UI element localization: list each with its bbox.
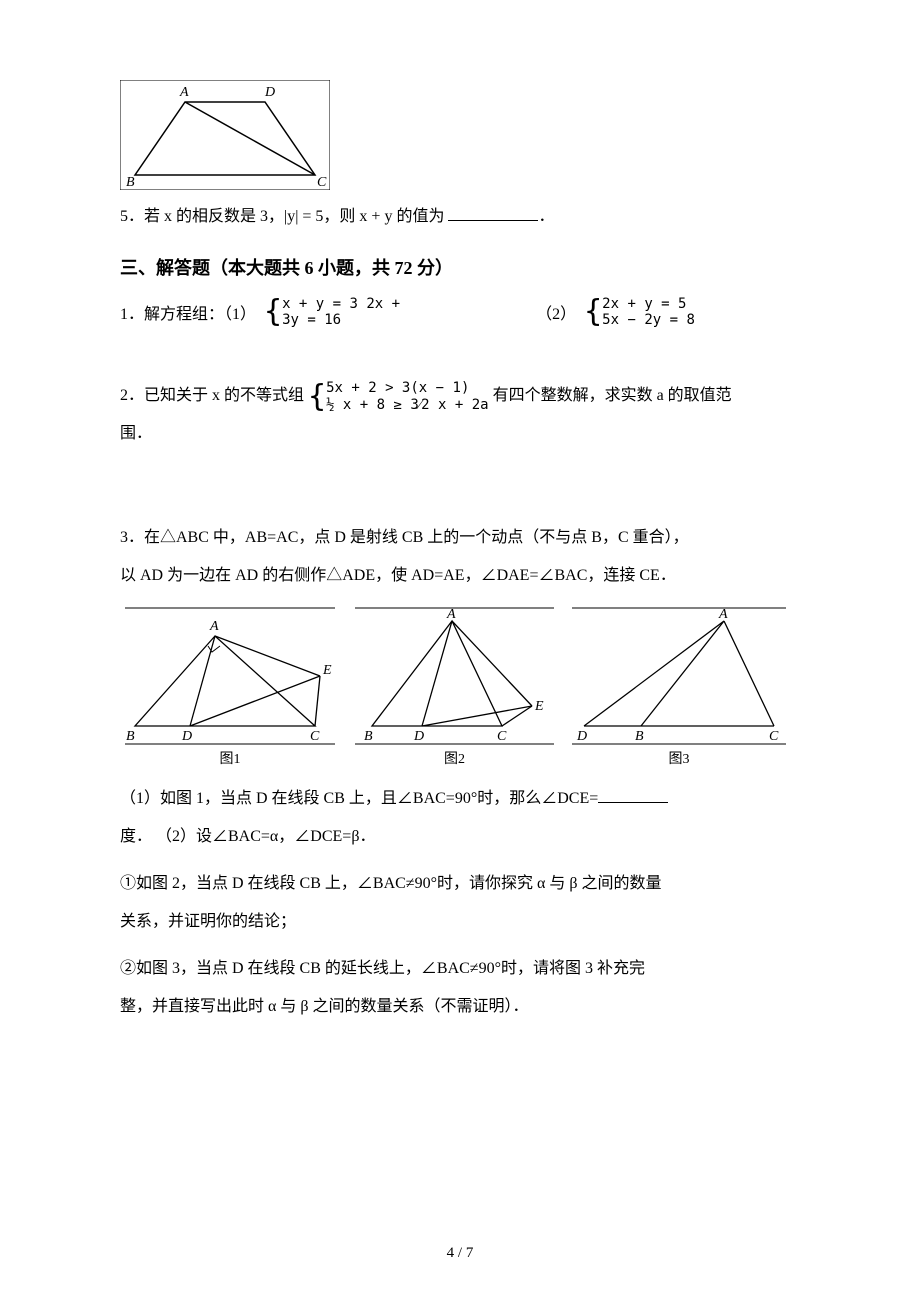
label-C: C	[317, 175, 327, 190]
q3-sub1b: 度． （2）设∠BAC=α，∠DCE=β．	[120, 820, 800, 854]
ineq-l2b: 3⁄2 x + 2a	[410, 397, 488, 413]
q3-sub2b: 关系，并证明你的结论；	[120, 905, 800, 939]
q3-line1: 3．在△ABC 中，AB=AC，点 D 是射线 CB 上的一个动点（不与点 B，…	[120, 521, 800, 555]
q1-lead: 1．解方程组：（1）	[120, 300, 256, 324]
question-inequality: 2．已知关于 x 的不等式组 { 5x + 2 > 3(x − 1) ½ x +…	[120, 379, 800, 413]
q3-blank	[598, 802, 668, 803]
q3-sub1: （1）如图 1，当点 D 在线段 CB 上，且∠BAC=90°时，那么∠DCE=	[120, 782, 800, 816]
fig3-label: 图3	[669, 748, 690, 768]
label-A: A	[179, 85, 189, 100]
q3-sub3b: 整，并直接写出此时 α 与 β 之间的数量关系（不需证明）．	[120, 990, 800, 1024]
q3-sub2a: ①如图 2，当点 D 在线段 CB 上，∠BAC≠90°时，请你探究 α 与 β…	[120, 867, 800, 901]
svg-text:D: D	[413, 729, 424, 744]
fig1-label: 图1	[220, 748, 241, 768]
svg-text:D: D	[576, 729, 587, 744]
svg-text:B: B	[635, 729, 644, 744]
figure-trapezoid: A D B C	[120, 80, 800, 190]
q5-period: ．	[538, 208, 554, 225]
svg-text:B: B	[364, 729, 373, 744]
sys2-l1: 2x + y = 5	[602, 296, 695, 313]
brace-icon: {	[308, 382, 326, 412]
svg-text:E: E	[322, 663, 332, 678]
svg-text:A: A	[446, 607, 456, 622]
q3-line2: 以 AD 为一边在 AD 的右侧作△ADE，使 AD=AE，∠DAE=∠BAC，…	[120, 559, 800, 593]
brace-icon: {	[264, 297, 282, 327]
ineq-l1: 5x + 2 > 3(x − 1)	[326, 380, 489, 397]
q1-mid: （2）	[536, 300, 576, 324]
figure-1: A B D C E 图1	[120, 606, 340, 768]
svg-text:A: A	[209, 619, 219, 634]
figure-3: A D B C 图3	[569, 606, 789, 768]
question-solve-systems: 1．解方程组：（1） { x + y = 3 2x + 3y = 16 （2） …	[120, 296, 800, 330]
brace-icon: {	[584, 297, 602, 327]
ineq-l2a: ½ x + 8 ≥	[326, 397, 410, 413]
q3-sub3a: ②如图 3，当点 D 在线段 CB 的延长线上，∠BAC≠90°时，请将图 3 …	[120, 952, 800, 986]
q3-sub1a: （1）如图 1，当点 D 在线段 CB 上，且∠BAC=90°时，那么∠DCE=	[120, 790, 598, 807]
sys1-l2: 3y = 16	[282, 312, 400, 329]
svg-text:C: C	[769, 729, 779, 744]
sys1-l1: x + y = 3 2x +	[282, 296, 400, 313]
svg-text:E: E	[534, 699, 544, 714]
label-B: B	[126, 175, 135, 190]
svg-text:A: A	[718, 607, 728, 622]
page-footer: 4 / 7	[0, 1245, 920, 1262]
figure-2: A B D C E 图2	[352, 606, 557, 768]
q2-tail2: 围．	[120, 417, 800, 451]
q5-text: 5．若 x 的相反数是 3，|y| = 5，则 x + y 的值为	[120, 208, 444, 225]
label-D: D	[264, 85, 275, 100]
section-3-title: 三、解答题（本大题共 6 小题，共 72 分）	[120, 254, 800, 280]
q2-lead: 2．已知关于 x 的不等式组	[120, 387, 304, 404]
q2-tail: 有四个整数解，求实数 a 的取值范	[493, 387, 732, 404]
svg-text:B: B	[126, 729, 135, 744]
fig2-label: 图2	[444, 748, 465, 768]
svg-text:C: C	[310, 729, 320, 744]
figure-triangles-row: A B D C E 图1 A B D C	[120, 606, 800, 768]
q5-blank	[448, 220, 538, 221]
svg-text:C: C	[497, 729, 507, 744]
svg-text:D: D	[181, 729, 192, 744]
question-5: 5．若 x 的相反数是 3，|y| = 5，则 x + y 的值为 ．	[120, 200, 800, 234]
sys2-l2: 5x − 2y = 8	[602, 312, 695, 329]
